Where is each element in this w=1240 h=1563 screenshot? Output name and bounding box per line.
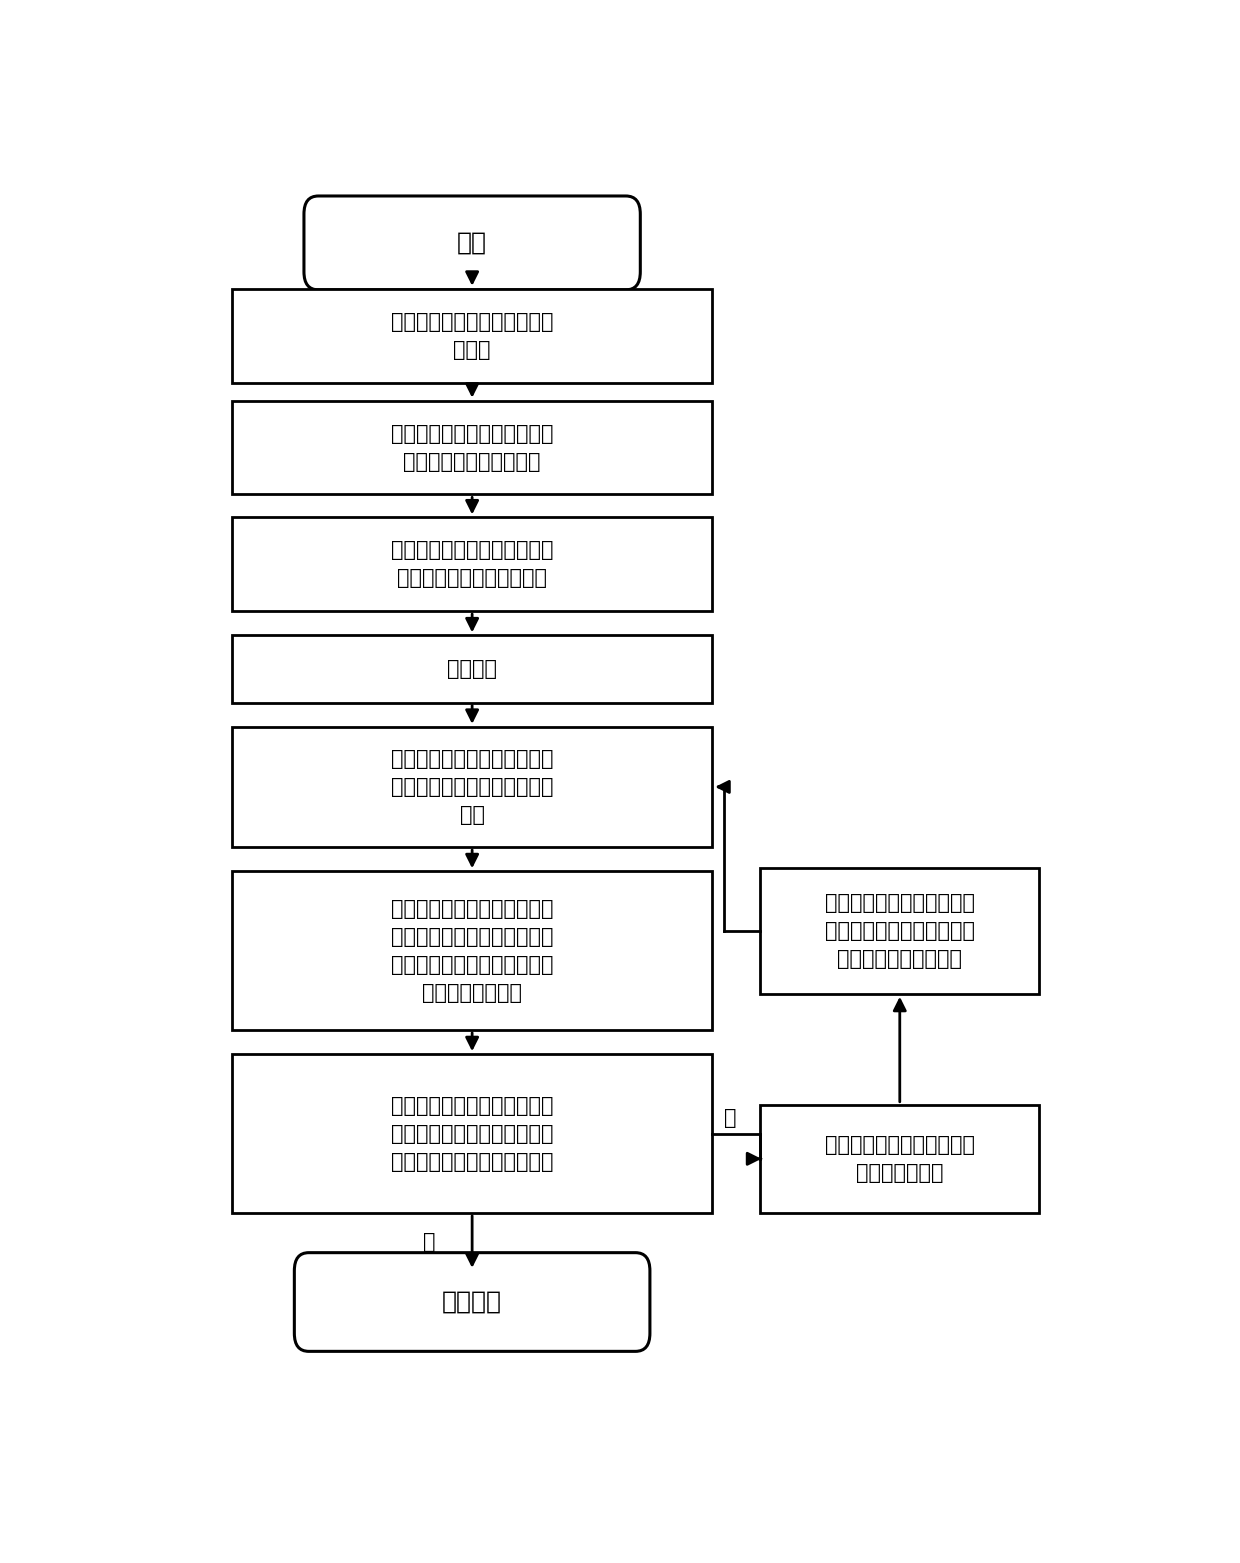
FancyBboxPatch shape	[232, 517, 712, 611]
Text: 设计各所述高频正弦励磁电流
扰动信号相应的带通滤波器: 设计各所述高频正弦励磁电流 扰动信号相应的带通滤波器	[391, 541, 553, 588]
Text: 创建一阈值，判断各所述高频
正弦励磁电流扰动信号对应的
有功损耗分量是否小于该阈值: 创建一阈值，判断各所述高频 正弦励磁电流扰动信号对应的 有功损耗分量是否小于该阈…	[391, 1096, 553, 1172]
FancyBboxPatch shape	[232, 289, 712, 383]
FancyBboxPatch shape	[232, 871, 712, 1030]
FancyBboxPatch shape	[294, 1252, 650, 1352]
FancyBboxPatch shape	[760, 867, 1039, 994]
Text: 建立电机有功损耗的多项式近
似函数: 建立电机有功损耗的多项式近 似函数	[391, 311, 553, 359]
Text: 通过带通滤波器对电机的输入
功率进行滤波，获取各所述高
频正弦励磁电流扰动信号所对
应的有功损耗分量: 通过带通滤波器对电机的输入 功率进行滤波，获取各所述高 频正弦励磁电流扰动信号所…	[391, 899, 553, 1002]
Text: 在电机励磁电流的基准值中注
入所述高频正弦励磁电流扰动
信号: 在电机励磁电流的基准值中注 入所述高频正弦励磁电流扰动 信号	[391, 749, 553, 825]
Text: 是: 是	[423, 1232, 435, 1252]
FancyBboxPatch shape	[232, 1053, 712, 1213]
Text: 开始: 开始	[458, 231, 487, 255]
Text: 完成搜索: 完成搜索	[443, 1289, 502, 1314]
FancyBboxPatch shape	[232, 400, 712, 494]
FancyBboxPatch shape	[232, 635, 712, 703]
Text: 否: 否	[724, 1108, 737, 1128]
Text: 选择多个不同频率和幅值的高
频正弦励磁电流扰动信号: 选择多个不同频率和幅值的高 频正弦励磁电流扰动信号	[391, 424, 553, 472]
Text: 对电机有功损耗的多项式近
似函数进行拟合: 对电机有功损耗的多项式近 似函数进行拟合	[825, 1135, 975, 1183]
FancyBboxPatch shape	[760, 1105, 1039, 1213]
Text: 启动电机: 启动电机	[448, 660, 497, 678]
FancyBboxPatch shape	[232, 727, 712, 847]
FancyBboxPatch shape	[304, 195, 640, 289]
Text: 求取所述拟合函数的极值点
，将此极值点作为下一次搜
索时励磁电流的基准值: 求取所述拟合函数的极值点 ，将此极值点作为下一次搜 索时励磁电流的基准值	[825, 892, 975, 969]
